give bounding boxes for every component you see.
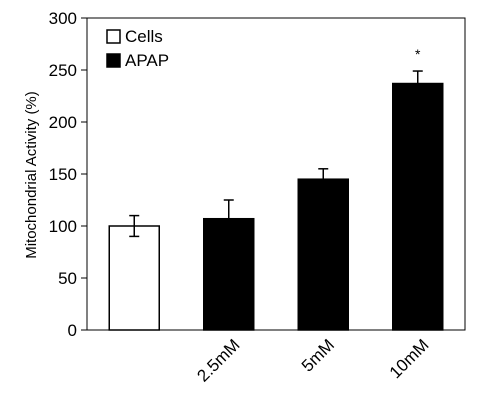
y-tick-label: 0: [68, 321, 77, 340]
y-tick-label: 100: [49, 217, 77, 236]
y-tick-label: 250: [49, 61, 77, 80]
legend-swatch: [106, 53, 121, 68]
bar: [392, 82, 444, 331]
legend-swatch: [106, 29, 121, 44]
y-tick-label: 150: [49, 165, 77, 184]
y-tick-label: 200: [49, 113, 77, 132]
y-tick-label: 300: [49, 9, 77, 28]
annotations: *: [415, 46, 421, 62]
y-tick-label: 50: [58, 269, 77, 288]
y-axis-title: Mitochondrial Activity (%): [23, 91, 40, 259]
significance-marker: *: [415, 46, 421, 62]
bar: [203, 217, 255, 331]
legend-label: APAP: [125, 51, 169, 70]
x-category-label: 5mM: [298, 335, 338, 375]
x-category-label: 10mM: [386, 335, 433, 382]
x-axis-labels: 2.5mM 5mM 10mM: [193, 335, 432, 385]
x-category-label: 2.5mM: [193, 335, 243, 385]
legend: Cells APAP: [106, 27, 169, 70]
bar: [297, 178, 349, 331]
y-axis: 0 50 100 150 200 250 300: [49, 9, 87, 340]
bars-group: [108, 70, 444, 331]
bar: [108, 225, 160, 331]
legend-label: Cells: [125, 27, 163, 46]
